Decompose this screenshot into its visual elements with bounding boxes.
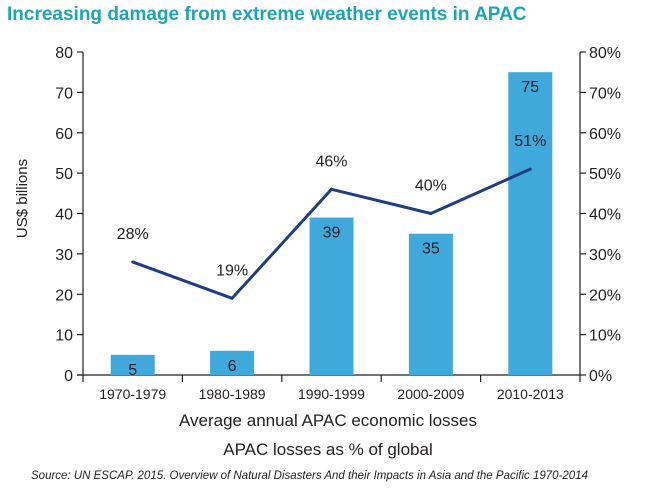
bar	[210, 350, 255, 375]
x-tick-label: 1980-1989	[199, 386, 266, 402]
line-value-label: 40%	[415, 178, 447, 195]
line-value-label: 28%	[117, 226, 149, 243]
line-point	[429, 212, 433, 215]
y-tick-label-left: 30	[55, 247, 73, 264]
y-tick-label-right: 0%	[589, 368, 612, 385]
bar	[408, 233, 453, 375]
y-tick-label-right: 10%	[589, 328, 621, 345]
bar-value-label: 5	[128, 362, 137, 379]
chart-title: Increasing damage from extreme weather e…	[7, 4, 527, 25]
y-tick-label-right: 50%	[589, 166, 621, 183]
y-tick-label-left: 40	[55, 207, 73, 224]
line-value-label: 51%	[514, 133, 546, 150]
y-tick-label-left: 60	[55, 126, 73, 143]
bar-value-label: 6	[228, 358, 237, 375]
x-tick-label: 2000-2009	[397, 386, 464, 402]
y-tick-label-left: 10	[55, 328, 73, 345]
y-tick-label-left: 20	[55, 287, 73, 304]
legend-bars-label: Average annual APAC economic losses	[179, 411, 477, 430]
y-tick-label-right: 20%	[589, 287, 621, 304]
y-tick-label-right: 60%	[589, 126, 621, 143]
source-note: Source: UN ESCAP. 2015. Overview of Natu…	[31, 470, 588, 482]
y-tick-label-left: 0	[64, 368, 73, 385]
line-point	[528, 167, 532, 171]
x-tick-label: 1990-1999	[298, 386, 365, 402]
line-value-label: 46%	[315, 153, 347, 170]
bar	[508, 72, 553, 375]
y-tick-label-right: 80%	[589, 45, 621, 62]
legend-line-label: APAC losses as % of global	[223, 440, 433, 459]
y-tick-label-left: 80	[55, 45, 73, 62]
bar-value-label: 39	[323, 225, 341, 242]
y-tick-label-right: 40%	[589, 207, 621, 224]
bar	[110, 354, 155, 375]
x-tick-label: 2010-2013	[497, 386, 564, 402]
y-tick-label-right: 30%	[589, 247, 621, 264]
bar-value-label: 35	[422, 241, 440, 258]
line-point	[330, 187, 333, 191]
y-axis-title: US$ billions	[14, 159, 31, 238]
line-value-label: 19%	[216, 262, 248, 279]
line-point	[131, 260, 135, 264]
bar-value-label: 75	[521, 79, 539, 96]
y-tick-label-right: 70%	[589, 85, 621, 102]
x-tick-label: 1970-1979	[99, 386, 166, 402]
line-point	[230, 296, 234, 300]
bar	[309, 217, 354, 375]
y-tick-label-left: 50	[55, 166, 73, 183]
y-tick-label-left: 70	[55, 85, 73, 102]
